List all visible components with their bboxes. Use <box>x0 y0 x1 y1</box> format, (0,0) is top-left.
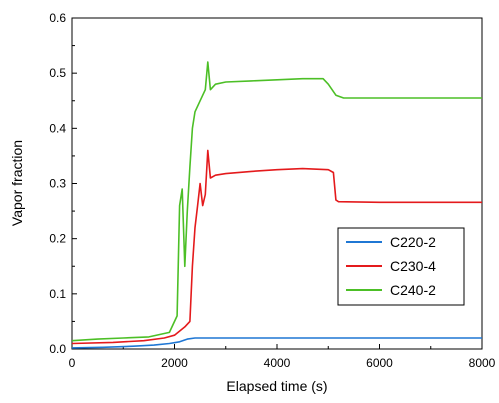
series-line-c240-2 <box>71 61 482 342</box>
y-tick-label: 0.1 <box>49 287 66 301</box>
y-ticks: 0.0 0.1 0.2 0.3 0.4 0.5 0.6 <box>49 11 77 356</box>
x-tick-label: 4000 <box>264 356 291 370</box>
x-axis-title: Elapsed time (s) <box>226 378 327 394</box>
y-axis-title: Vapor fraction <box>9 140 25 226</box>
x-tick-label: 6000 <box>366 356 393 370</box>
y-tick-label: 0.2 <box>49 232 66 246</box>
x-tick-label: 0 <box>69 356 76 370</box>
legend-label: C220-2 <box>390 234 436 250</box>
series-line-c230-4 <box>71 149 482 345</box>
y-tick-label: 0.4 <box>49 121 66 135</box>
y-tick-label: 0.3 <box>49 177 66 191</box>
legend-label: C230-4 <box>390 258 436 274</box>
legend-label: C240-2 <box>390 282 436 298</box>
y-tick-label: 0.6 <box>49 11 66 25</box>
legend: C220-2 C230-4 C240-2 <box>337 227 465 306</box>
x-ticks: 0 2000 4000 6000 8000 <box>69 344 496 370</box>
y-tick-label: 0.5 <box>49 66 66 80</box>
x-tick-label: 8000 <box>469 356 496 370</box>
x-tick-label: 2000 <box>161 356 188 370</box>
y-tick-label: 0.0 <box>49 342 66 356</box>
series-line-c220-2 <box>71 337 482 349</box>
series-lines <box>71 61 482 349</box>
